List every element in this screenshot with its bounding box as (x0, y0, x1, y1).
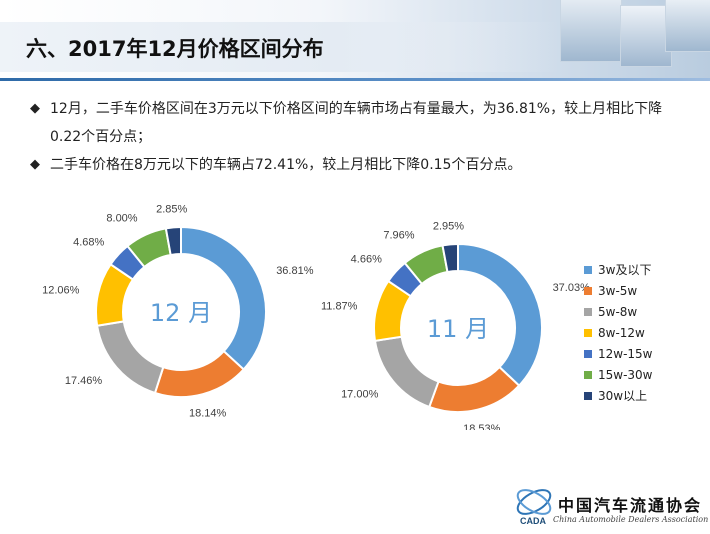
donut-slice-5w-8w (95, 320, 165, 395)
legend-label: 30w以上 (598, 389, 648, 403)
legend-label: 3w-5w (598, 284, 638, 298)
data-label: 4.66% (351, 254, 382, 266)
donut-slice-30w以上 (441, 242, 459, 274)
donut-charts: 36.81% 18.14% 17.46% 12.06% 4.68% 8.00% 2.85% 1… (42, 203, 591, 430)
donut-slice-5w-8w (373, 335, 440, 409)
donut-slice-3w-5w (153, 349, 246, 398)
legend-swatch (584, 392, 592, 400)
legend-item: 8w-12w (584, 325, 653, 346)
org-name: 中国汽车流通协会 (558, 496, 703, 515)
legend-item: 30w以上 (584, 388, 653, 409)
legend-label: 3w及以下 (598, 263, 652, 277)
legend-item: 15w-30w (584, 367, 653, 388)
legend-swatch (584, 371, 592, 379)
data-label: 7.96% (383, 230, 414, 242)
donut-center-label: 11 月 (427, 315, 489, 343)
bullet-text: 二手车价格在8万元以下的车辆占72.41%，较上月相比下降0.15个百分点。 (50, 157, 522, 173)
legend-swatch (584, 266, 592, 274)
legend-label: 8w-12w (598, 326, 645, 340)
legend-swatch (584, 329, 592, 337)
title-rule (0, 78, 710, 81)
donut-center-label: 12 月 (150, 299, 212, 327)
legend-label: 15w-30w (598, 368, 653, 382)
legend-swatch (584, 350, 592, 358)
data-label: 2.85% (156, 203, 187, 215)
data-label: 11.87% (321, 301, 358, 313)
data-label: 12.06% (42, 285, 80, 297)
logo-mark-text: CADA (520, 516, 546, 526)
data-label: 18.14% (189, 408, 227, 420)
donut-slice-30w以上 (164, 225, 182, 257)
legend-item: 12w-15w (584, 346, 653, 367)
data-label: 8.00% (106, 212, 137, 224)
bullet-item: ◆ 二手车价格在8万元以下的车辆占72.41%，较上月相比下降0.15个百分点。 (30, 151, 690, 179)
header-decoration (410, 0, 710, 80)
org-subtitle: China Automobile Dealers Association (553, 515, 709, 524)
legend-label: 12w-15w (598, 347, 653, 361)
legend-swatch (584, 308, 592, 316)
legend-label: 5w-8w (598, 305, 638, 319)
bullet-list: ◆ 12月，二手车价格区间在3万元以下价格区间的车辆市场占有量最大，为36.81… (30, 95, 690, 179)
bullet-text: 12月，二手车价格区间在3万元以下价格区间的车辆市场占有量最大，为36.81%，… (50, 101, 663, 145)
bullet-item: ◆ 12月，二手车价格区间在3万元以下价格区间的车辆市场占有量最大，为36.81… (30, 95, 690, 151)
diamond-bullet-icon: ◆ (30, 157, 40, 172)
legend-item: 3w及以下 (584, 262, 653, 283)
chart-legend: 3w及以下 3w-5w 5w-8w 8w-12w 12w-15w 15w-30w 30w以上 (584, 262, 653, 409)
page-title: 六、2017年12月价格区间分布 (26, 37, 324, 61)
cada-logo-icon: CADA (516, 489, 552, 526)
legend-item: 5w-8w (584, 304, 653, 325)
legend-swatch (584, 287, 592, 295)
donut-slice-3w-5w (427, 365, 521, 413)
data-label: 37.03% (553, 282, 591, 294)
data-label: 4.68% (73, 237, 104, 249)
data-label: 18.53% (463, 423, 501, 430)
title-bar (0, 22, 560, 72)
data-label: 36.81% (276, 265, 314, 277)
diamond-bullet-icon: ◆ (30, 101, 40, 116)
data-label: 17.00% (341, 388, 379, 400)
data-label: 2.95% (433, 220, 464, 232)
legend-item: 3w-5w (584, 283, 653, 304)
data-label: 17.46% (65, 375, 103, 387)
